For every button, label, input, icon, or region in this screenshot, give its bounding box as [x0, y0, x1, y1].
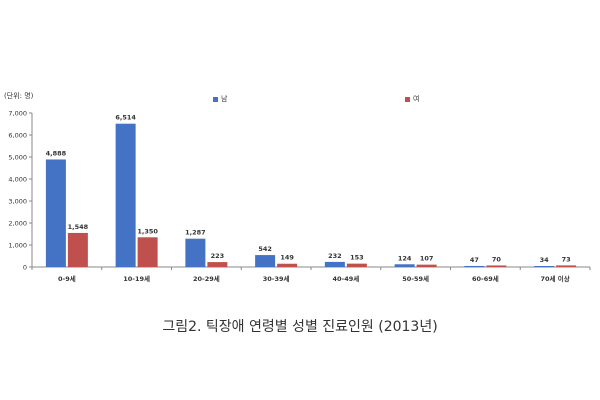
data-label: 124	[398, 254, 412, 262]
bar-male	[255, 255, 276, 267]
y-tick-label: 0	[23, 264, 27, 272]
bar-male	[464, 265, 485, 267]
legend-item-male: 남	[213, 94, 227, 104]
bar-female	[67, 232, 88, 267]
bar-male	[185, 238, 206, 267]
x-tick-label: 30-39세	[263, 274, 290, 283]
data-label: 1,287	[185, 229, 206, 237]
x-tick-label: 0-9세	[58, 274, 76, 283]
legend-item-female: 여	[405, 94, 419, 104]
data-label: 1,350	[137, 227, 158, 235]
bar-male	[394, 264, 415, 267]
data-label: 34	[540, 256, 550, 264]
x-tick-label: 40-49세	[332, 274, 359, 283]
bar-female	[207, 262, 228, 267]
data-label: 153	[350, 254, 364, 262]
data-label: 6,514	[115, 114, 136, 122]
y-tick-label: 5,000	[8, 154, 27, 162]
bar-chart: 0 1,000 2,000 3,000 4,000 5,000 6,000 7,000 4,88…	[8, 110, 591, 283]
bar-female	[277, 263, 298, 267]
y-tick-label: 1,000	[8, 242, 27, 250]
data-label: 232	[328, 252, 342, 260]
bar-male	[534, 266, 555, 267]
figure-caption: 그림2. 틱장애 연령별 성별 진료인원 (2013년)	[162, 319, 438, 335]
bar-female	[486, 265, 507, 267]
y-tick-label: 3,000	[8, 198, 27, 206]
x-tick-label: 20-29세	[193, 274, 220, 283]
bar-female	[416, 264, 437, 267]
bar-female	[556, 265, 577, 267]
bar-male	[324, 261, 345, 267]
legend-label-female: 여	[413, 95, 420, 103]
x-tick-label: 10-19세	[123, 274, 150, 283]
x-tick-label: 60-69세	[472, 274, 499, 283]
bar-female	[346, 263, 367, 267]
legend-swatch-female	[405, 96, 410, 102]
data-label: 4,888	[46, 149, 67, 157]
x-tick-label: 50-59세	[402, 274, 429, 283]
bar-female	[137, 237, 158, 267]
data-label: 47	[470, 256, 479, 264]
data-label: 1,548	[68, 223, 89, 231]
y-tick-label: 6,000	[8, 132, 27, 140]
data-label: 542	[258, 245, 272, 253]
unit-label: (단위: 명)	[4, 92, 34, 100]
legend-label-male: 남	[221, 95, 228, 103]
data-label: 223	[211, 252, 225, 260]
y-tick-label: 4,000	[8, 176, 27, 184]
data-label: 107	[420, 255, 434, 263]
data-label: 73	[562, 255, 571, 263]
y-tick-label: 2,000	[8, 220, 27, 228]
data-label: 70	[492, 255, 502, 263]
data-label: 149	[280, 254, 294, 262]
legend-swatch-male	[213, 96, 218, 102]
bar-male	[45, 159, 66, 267]
bar-male	[115, 123, 136, 267]
x-tick-label: 70세 이상	[541, 274, 570, 283]
y-tick-label: 7,000	[8, 110, 27, 118]
